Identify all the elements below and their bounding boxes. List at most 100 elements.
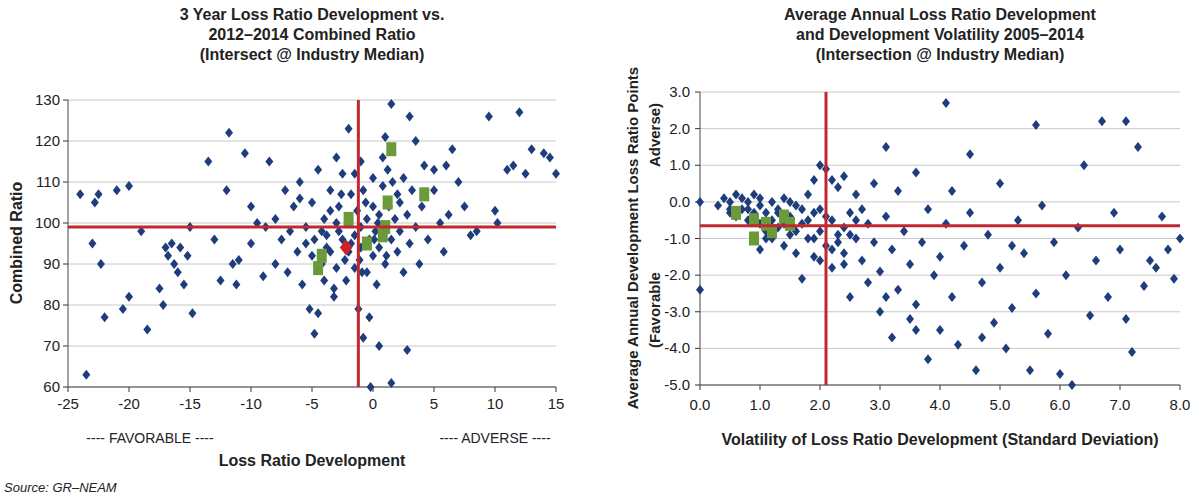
diamond-point: [768, 197, 776, 207]
x-tick-label: -10: [240, 395, 262, 412]
diamond-point: [840, 259, 848, 269]
diamond-point: [1122, 314, 1130, 324]
diamond-point: [362, 198, 370, 208]
diamond-point: [756, 193, 764, 203]
diamond-point: [846, 230, 854, 240]
diamond-point: [528, 144, 536, 154]
square-point: [785, 217, 795, 231]
diamond-point: [232, 280, 240, 290]
square-point: [313, 261, 323, 275]
square-point: [362, 237, 372, 251]
diamond-point: [387, 234, 395, 244]
chart-panel: Average Annual Loss Ratio Developmentand…: [624, 6, 1190, 448]
annotation: (Favorable: [646, 272, 663, 348]
x-tick: [820, 385, 821, 390]
diamond-point: [1140, 281, 1148, 291]
grid-line: [68, 305, 556, 306]
diamond-point: [744, 204, 752, 214]
diamond-point: [314, 165, 322, 175]
diamond-point: [924, 354, 932, 364]
x-tick: [556, 387, 557, 392]
diamond-point: [345, 124, 353, 134]
x-tick-label: 5.0: [990, 396, 1011, 413]
x-axis-line: [700, 385, 1180, 386]
diamond-point: [369, 251, 377, 261]
diamond-point: [339, 169, 347, 179]
diamond-point: [369, 202, 377, 212]
diamond-point: [894, 285, 902, 295]
diamond-point: [403, 210, 411, 220]
diamond-point: [1110, 208, 1118, 218]
grid-line: [700, 275, 1180, 276]
y-tick: [63, 346, 68, 347]
diamond-point: [1086, 310, 1094, 320]
x-tick-label: -20: [118, 395, 140, 412]
diamond-point: [876, 307, 884, 317]
diamond-point: [389, 177, 397, 187]
diamond-point: [271, 259, 279, 269]
diamond-point: [284, 267, 292, 277]
diamond-point: [1044, 329, 1052, 339]
diamond-point: [308, 198, 316, 208]
diamond-point: [217, 275, 225, 285]
x-axis-line: [68, 387, 556, 388]
diamond-point: [912, 325, 920, 335]
y-tick: [695, 275, 700, 276]
x-tick: [251, 387, 252, 392]
diamond-point: [1158, 212, 1166, 222]
diamond-point: [296, 177, 304, 187]
x-tick: [1000, 385, 1001, 390]
x-tick: [495, 387, 496, 392]
diamond-point: [924, 204, 932, 214]
x-tick-label: -15: [179, 395, 201, 412]
diamond-point: [936, 252, 944, 262]
diamond-point: [363, 214, 371, 224]
diamond-point: [113, 185, 121, 195]
diamond-point: [1002, 343, 1010, 353]
diamond-point: [168, 239, 176, 249]
diamond-point: [930, 270, 938, 280]
chart-title: 2012–2014 Combined Ratio: [208, 26, 415, 43]
chart-title: and Development Volatility 2005–2014: [796, 26, 1084, 43]
diamond-point: [840, 171, 848, 181]
diamond-point: [1128, 347, 1136, 357]
diamond-point: [912, 168, 920, 178]
y-tick-label: 120: [35, 132, 60, 149]
x-tick-label: 0: [369, 395, 377, 412]
diamond-point: [359, 185, 367, 195]
diamond-point: [293, 247, 301, 257]
diamond-point: [1050, 237, 1058, 247]
grid-line: [68, 100, 556, 101]
diamond-point: [816, 226, 824, 236]
diamond-point: [954, 340, 962, 350]
median-line-y: [68, 226, 556, 229]
diamond-point: [271, 214, 279, 224]
y-tick-label: 1.0: [669, 156, 690, 173]
x-tick: [1180, 385, 1181, 390]
diamond-point: [95, 189, 103, 199]
y-tick: [695, 128, 700, 129]
chart-title: 3 Year Loss Ratio Development vs.: [180, 6, 445, 23]
diamond-point: [828, 244, 836, 254]
chart-panel: 3 Year Loss Ratio Development vs. 2012–20…: [8, 6, 564, 469]
diamond-point: [846, 292, 854, 302]
x-tick-label: 8.0: [1170, 396, 1191, 413]
diamond-point: [1014, 215, 1022, 225]
diamond-point: [948, 292, 956, 302]
x-tick: [760, 385, 761, 390]
y-tick-label: 60: [43, 378, 60, 395]
grid-line: [700, 128, 1180, 129]
diamond-point: [1026, 365, 1034, 375]
y-tick: [695, 385, 700, 386]
y-tick-label: 110: [36, 173, 60, 190]
diamond-point: [996, 179, 1004, 189]
diamond-point: [804, 215, 812, 225]
diamond-point: [906, 314, 914, 324]
annotation: ---- FAVORABLE ----: [86, 430, 214, 446]
y-tick-label: 0.0: [669, 193, 690, 210]
diamond-point: [485, 111, 493, 121]
diamond-point: [1074, 223, 1082, 233]
diamond-point: [552, 169, 560, 179]
diamond-point: [180, 280, 188, 290]
y-tick: [63, 100, 68, 101]
